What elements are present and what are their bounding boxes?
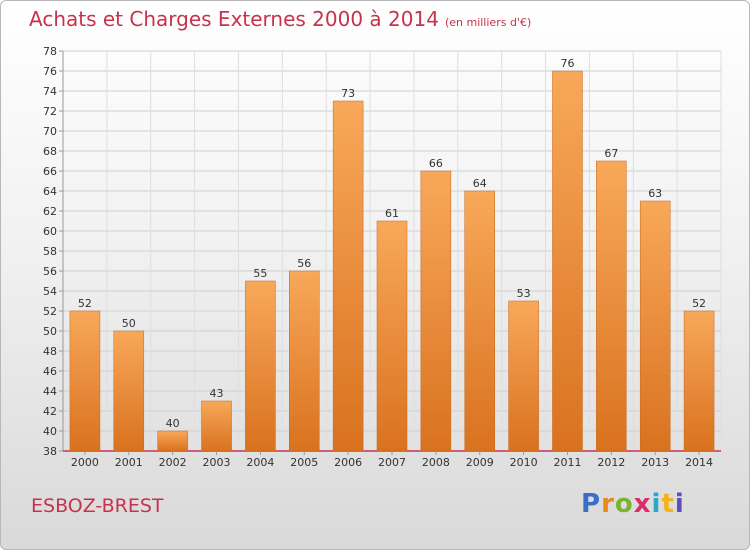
bar[interactable]: [552, 70, 583, 452]
y-tick-label: 56: [43, 265, 57, 278]
logo-letter: r: [601, 489, 615, 519]
x-tick-label: 2008: [422, 456, 450, 469]
bar[interactable]: [376, 220, 408, 452]
bar[interactable]: [596, 160, 627, 452]
y-tick-label: 52: [43, 305, 57, 318]
y-tick-label: 72: [43, 105, 57, 118]
bar-value-label: 52: [78, 297, 92, 310]
bar[interactable]: [639, 200, 671, 452]
x-tick-label: 2013: [641, 456, 669, 469]
y-tick-label: 66: [43, 165, 57, 178]
y-tick-label: 60: [43, 225, 57, 238]
bar-value-label: 73: [341, 87, 355, 100]
bar[interactable]: [245, 280, 276, 452]
bar[interactable]: [157, 430, 188, 452]
y-tick-label: 70: [43, 125, 57, 138]
logo-letter: t: [661, 489, 675, 519]
commune-name: ESBOZ-BREST: [31, 495, 164, 517]
x-tick-label: 2004: [246, 456, 274, 469]
bar[interactable]: [201, 400, 232, 452]
x-tick-label: 2006: [334, 456, 362, 469]
x-tick-label: 2014: [685, 456, 713, 469]
x-tick-label: 2003: [203, 456, 231, 469]
chart-subtitle: (en milliers d'€): [444, 16, 532, 29]
x-tick-label: 2002: [159, 456, 187, 469]
y-tick-label: 54: [43, 285, 57, 298]
bar-value-label: 53: [517, 287, 531, 300]
y-tick-label: 48: [43, 345, 57, 358]
bar[interactable]: [69, 310, 101, 452]
y-tick-label: 46: [43, 365, 57, 378]
bar-value-label: 76: [560, 57, 574, 70]
bar-value-label: 52: [692, 297, 706, 310]
bar[interactable]: [508, 300, 539, 452]
bar-value-label: 56: [297, 257, 311, 270]
x-tick-label: 2009: [466, 456, 494, 469]
y-tick-label: 78: [43, 45, 57, 58]
bar-value-label: 66: [429, 157, 443, 170]
x-tick-label: 2011: [553, 456, 581, 469]
proxiti-logo[interactable]: Proxiti: [581, 489, 685, 519]
y-tick-label: 42: [43, 405, 57, 418]
x-tick-label: 2010: [510, 456, 538, 469]
y-tick-label: 76: [43, 65, 57, 78]
y-tick-label: 68: [43, 145, 57, 158]
bar-layer: [69, 70, 715, 452]
bar[interactable]: [420, 170, 452, 452]
bar[interactable]: [332, 100, 364, 452]
logo-letter: o: [614, 489, 634, 519]
y-tick-label: 44: [43, 385, 57, 398]
bar-value-label: 61: [385, 207, 399, 220]
bar[interactable]: [464, 190, 495, 452]
bar-value-label: 50: [122, 317, 136, 330]
y-tick-label: 40: [43, 425, 57, 438]
x-tick-label: 2001: [115, 456, 143, 469]
bar-value-label: 67: [604, 147, 618, 160]
y-tick-label: 62: [43, 205, 57, 218]
bar-value-label: 64: [473, 177, 487, 190]
chart-title: Achats et Charges Externes 2000 à 2014: [29, 7, 439, 31]
bar-value-label: 40: [166, 417, 180, 430]
logo-letter: P: [581, 489, 602, 519]
bar[interactable]: [289, 270, 320, 452]
bar-value-label: 43: [210, 387, 224, 400]
bar-value-label: 63: [648, 187, 662, 200]
label-layer: 38 40 42 44 46 48 50 52 54 56 58 60 62 64 66 68 70 72 74 76…: [43, 45, 713, 469]
x-tick-label: 2000: [71, 456, 99, 469]
bar[interactable]: [113, 330, 145, 452]
y-tick-label: 50: [43, 325, 57, 338]
x-tick-label: 2007: [378, 456, 406, 469]
chart-title-block: Achats et Charges Externes 2000 à 2014 (e…: [29, 7, 531, 31]
logo-letter: i: [674, 489, 685, 519]
logo-letter: i: [651, 489, 662, 519]
logo-letter: x: [633, 489, 652, 519]
y-tick-label: 58: [43, 245, 57, 258]
y-tick-label: 64: [43, 185, 57, 198]
x-tick-label: 2005: [290, 456, 318, 469]
x-tick-label: 2012: [597, 456, 625, 469]
bar-value-label: 55: [253, 267, 267, 280]
y-tick-label: 74: [43, 85, 57, 98]
bar[interactable]: [683, 310, 715, 452]
y-tick-label: 38: [43, 445, 57, 458]
